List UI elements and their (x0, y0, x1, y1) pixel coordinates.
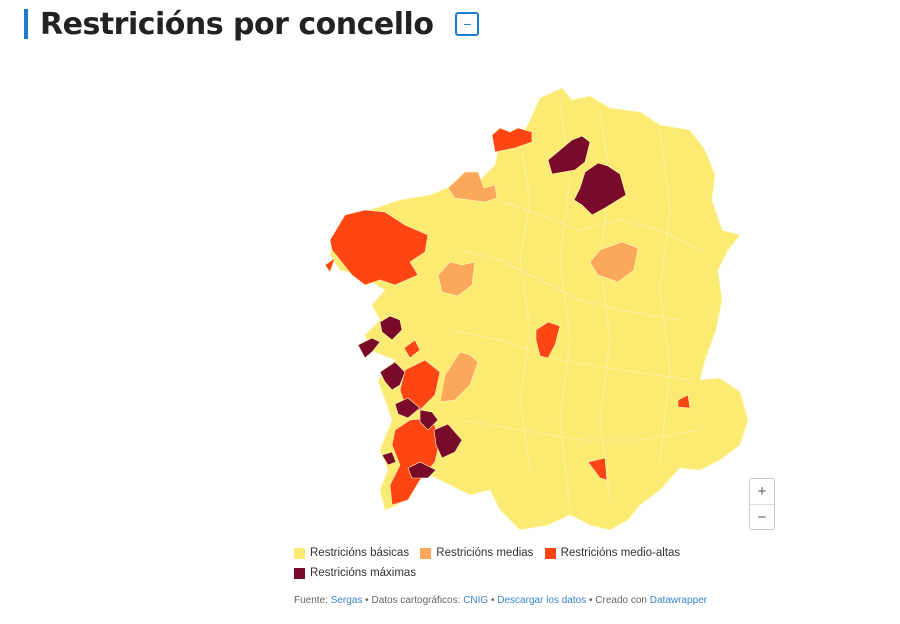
collapse-button[interactable]: − (455, 12, 480, 36)
title-accent-bar (24, 9, 28, 39)
carto-label: Datos cartográficos: (371, 595, 461, 606)
swatch-medias (420, 548, 432, 559)
region-basicas[interactable] (329, 87, 749, 531)
footer-credits: Fuente: Sergas • Datos cartográficos: CN… (294, 595, 707, 606)
zoom-in-button[interactable]: + (750, 479, 774, 505)
legend-label: Restricións básicas (310, 547, 410, 559)
separator: • (365, 595, 369, 606)
swatch-maximas (294, 568, 305, 579)
swatch-basicas (294, 548, 305, 559)
carto-link[interactable]: CNIG (463, 595, 489, 606)
source-link[interactable]: Sergas (330, 595, 363, 606)
region-maximas[interactable] (357, 135, 627, 479)
legend-label: Restricións medio-altas (560, 547, 681, 559)
legend-item-medio-altas: Restricións medio-altas (544, 545, 681, 562)
created-label: Creado con (595, 595, 647, 606)
legend-item-maximas: Restricións máximas (294, 565, 416, 582)
swatch-medio-altas (544, 548, 556, 559)
legend: Restricións básicas Restricións medias R… (294, 545, 754, 585)
datawrapper-link[interactable]: Datawrapper (649, 595, 708, 606)
source-label: Fuente: (294, 595, 328, 606)
header: Restricións por concello − (24, 6, 480, 42)
region-medio-altas[interactable] (324, 127, 691, 506)
map-zoom-control: + − (749, 478, 775, 530)
region-medias[interactable] (437, 171, 639, 403)
legend-label: Restricións medias (436, 547, 534, 559)
separator: • (490, 595, 495, 606)
legend-label: Restricións máximas (310, 567, 417, 579)
download-data-link[interactable]: Descargar los datos (497, 595, 587, 606)
zoom-out-button[interactable]: − (757, 509, 767, 526)
legend-item-medias: Restricións medias (420, 545, 533, 562)
page-title: Restricións por concello (40, 6, 434, 42)
choropleth-map[interactable] (300, 70, 770, 540)
legend-item-basicas: Restricións básicas (294, 545, 409, 562)
separator: • (588, 595, 593, 606)
